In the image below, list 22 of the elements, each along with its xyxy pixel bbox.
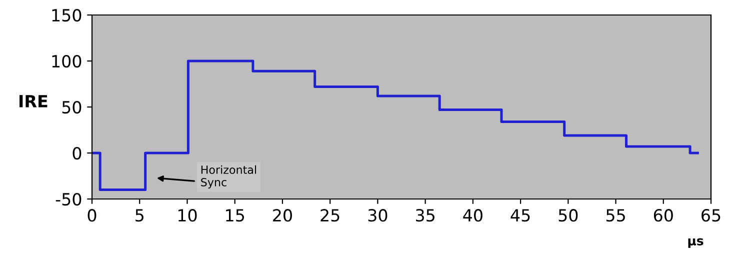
- x-tick-label: 40: [463, 209, 482, 222]
- y-axis-title: IRE: [20, 95, 48, 108]
- x-tick-label: 0: [88, 209, 96, 222]
- x-tick-label: 20: [273, 209, 292, 222]
- x-tick-label: 10: [178, 209, 197, 222]
- x-tick-label: 55: [606, 209, 625, 222]
- x-tick-label: 5: [136, 209, 144, 222]
- x-axis-title: µs: [688, 238, 704, 248]
- x-tick-label: 60: [654, 209, 673, 222]
- x-tick-label: 50: [558, 209, 578, 222]
- y-tick-label: 150: [52, 8, 82, 22]
- y-tick-label: -50: [56, 192, 82, 206]
- x-tick-label: 25: [320, 209, 340, 222]
- x-tick-label: 65: [702, 209, 720, 222]
- annotation: Horizontal Sync: [201, 165, 256, 189]
- x-tick-label: 45: [510, 209, 530, 222]
- x-tick-label: 35: [416, 209, 434, 222]
- x-tick-label: 30: [368, 209, 388, 222]
- y-tick-label: 0: [72, 146, 82, 160]
- y-tick-label: 50: [62, 100, 82, 114]
- y-tick-label: 100: [52, 54, 82, 68]
- x-tick-label: 15: [226, 209, 244, 222]
